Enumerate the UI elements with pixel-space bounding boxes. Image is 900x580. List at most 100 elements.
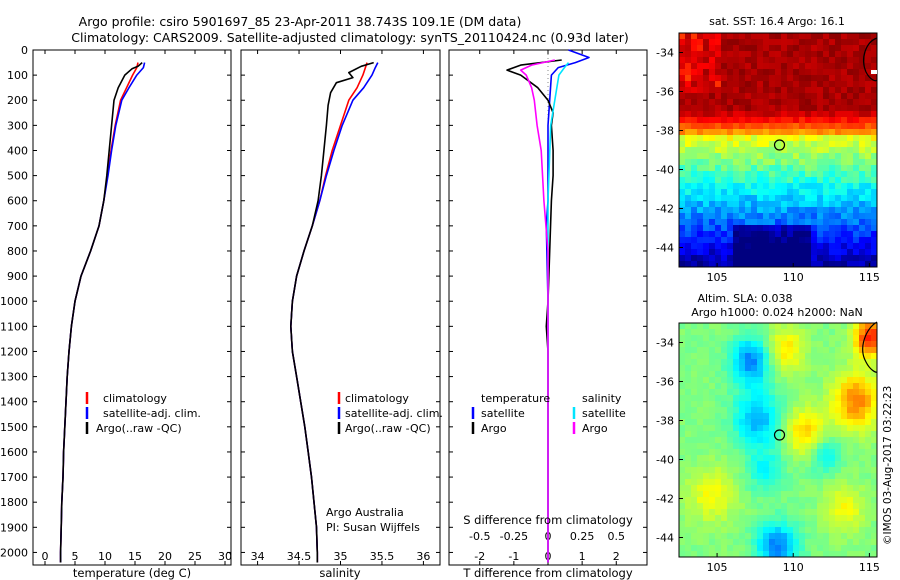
map-cell (739, 57, 745, 63)
map-cell (709, 33, 715, 39)
map-cell (865, 261, 871, 267)
map-cell (853, 189, 859, 195)
map-cell (871, 33, 877, 39)
map-cell (859, 117, 865, 123)
map-cell (847, 225, 853, 231)
map-cell (679, 353, 685, 359)
map-cell (703, 219, 709, 225)
map-cell (727, 261, 733, 267)
map-cell (781, 371, 787, 377)
map-cell (721, 431, 727, 437)
map-cell (835, 347, 841, 353)
map-cell (769, 533, 775, 539)
map-cell (691, 195, 697, 201)
map-cell (685, 183, 691, 189)
map-cell (691, 455, 697, 461)
map-cell (775, 407, 781, 413)
map-cell (859, 219, 865, 225)
map-cell (853, 455, 859, 461)
map-cell (835, 87, 841, 93)
map-cell (769, 141, 775, 147)
map-cell (769, 105, 775, 111)
map-cell (859, 347, 865, 353)
map-cell (733, 189, 739, 195)
map-cell (703, 461, 709, 467)
map-cell (721, 395, 727, 401)
map-cell (859, 401, 865, 407)
sla-map-axes: 105 110 115-34-36-38-40-42-44 (656, 337, 880, 575)
map-cell (811, 359, 817, 365)
map-cell (715, 323, 721, 329)
map-cell (745, 503, 751, 509)
map-cell (775, 449, 781, 455)
map-cell (715, 249, 721, 255)
map-cell (841, 365, 847, 371)
map-cell (685, 45, 691, 51)
map-cell (835, 461, 841, 467)
map-cell (721, 371, 727, 377)
map-cell (793, 237, 799, 243)
map-cell (853, 497, 859, 503)
map-cell (757, 539, 763, 545)
map-cell (721, 545, 727, 551)
legend-label-s-argo: Argo (582, 422, 608, 435)
map-cell (847, 141, 853, 147)
map-cell (685, 243, 691, 249)
map-cell (721, 449, 727, 455)
map-cell (727, 365, 733, 371)
map-cell (871, 395, 877, 401)
map-cell (787, 443, 793, 449)
map-cell (805, 347, 811, 353)
map-cell (721, 231, 727, 237)
map-cell (787, 323, 793, 329)
map-cell (853, 57, 859, 63)
map-cell (823, 177, 829, 183)
map-cell (781, 437, 787, 443)
map-cell (679, 255, 685, 261)
map-cell (829, 389, 835, 395)
map-cell (805, 105, 811, 111)
map-cell (787, 243, 793, 249)
map-cell (871, 461, 877, 467)
map-cell (703, 503, 709, 509)
map-cell (865, 449, 871, 455)
map-cell (811, 33, 817, 39)
map-cell (769, 347, 775, 353)
map-cell (829, 39, 835, 45)
map-cell (769, 401, 775, 407)
map-cell (787, 521, 793, 527)
map-cell (799, 533, 805, 539)
map-cell (823, 371, 829, 377)
map-cell (829, 117, 835, 123)
map-cell (685, 443, 691, 449)
map-cell (739, 261, 745, 267)
map-cell (679, 545, 685, 551)
map-cell (697, 33, 703, 39)
map-cell (781, 87, 787, 93)
map-cell (763, 485, 769, 491)
map-cell (721, 539, 727, 545)
map-cell (787, 213, 793, 219)
t-diff-axis-label: T difference from climatology (462, 566, 633, 580)
map-cell (847, 237, 853, 243)
map-cell (775, 141, 781, 147)
series-line-argo-temperature (506, 59, 562, 563)
map-cell (763, 189, 769, 195)
map-cell (829, 213, 835, 219)
map-cell (721, 87, 727, 93)
map-cell (847, 491, 853, 497)
map-cell (715, 533, 721, 539)
map-cell (763, 195, 769, 201)
map-cell (829, 99, 835, 105)
map-cell (775, 497, 781, 503)
map-cell (763, 177, 769, 183)
map-cell (727, 461, 733, 467)
map-cell (757, 347, 763, 353)
map-cell (739, 129, 745, 135)
map-cell (703, 371, 709, 377)
map-cell (715, 473, 721, 479)
map-cell (685, 105, 691, 111)
map-cell (733, 177, 739, 183)
map-cell (691, 431, 697, 437)
map-cell (781, 395, 787, 401)
